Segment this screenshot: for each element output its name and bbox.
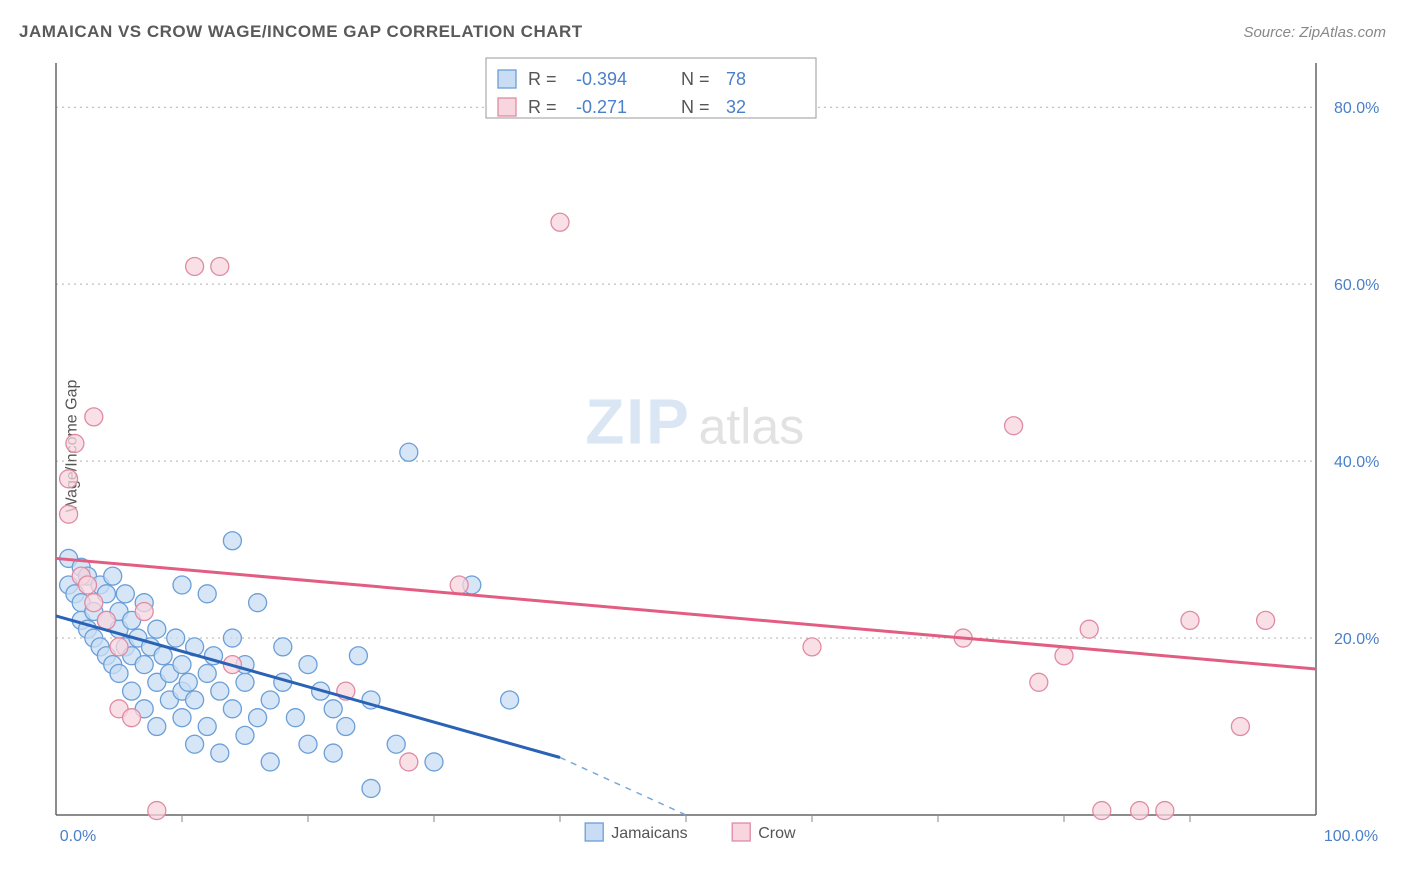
data-point — [223, 629, 241, 647]
data-point — [1156, 802, 1174, 820]
data-point — [66, 434, 84, 452]
data-point — [501, 691, 519, 709]
data-point — [79, 576, 97, 594]
correlation-n-value: 78 — [726, 69, 746, 89]
data-point — [551, 213, 569, 231]
data-point — [1005, 417, 1023, 435]
data-point — [1131, 802, 1149, 820]
data-point — [85, 594, 103, 612]
scatter-chart: 20.0% 40.0% 60.0% 80.0% ZIPatlas R = -0.394 N =… — [46, 55, 1386, 845]
data-point — [1181, 611, 1199, 629]
data-point — [167, 629, 185, 647]
data-point — [97, 611, 115, 629]
data-point — [198, 585, 216, 603]
data-point — [337, 718, 355, 736]
data-point — [1055, 647, 1073, 665]
data-point — [198, 718, 216, 736]
data-point — [123, 709, 141, 727]
watermark-icon: atlas — [699, 398, 805, 454]
y-tick-label: 20.0% — [1334, 631, 1379, 648]
correlation-r-value: -0.394 — [576, 69, 627, 89]
data-point — [236, 726, 254, 744]
data-point — [110, 638, 128, 656]
data-point — [116, 585, 134, 603]
data-point — [387, 735, 405, 753]
data-point — [154, 647, 172, 665]
data-point — [223, 700, 241, 718]
data-point — [148, 620, 166, 638]
trend-line-jamaicans-dashed — [560, 757, 686, 815]
data-point — [211, 682, 229, 700]
data-point — [362, 779, 380, 797]
chart-title: JAMAICAN VS CROW WAGE/INCOME GAP CORRELA… — [19, 22, 583, 42]
data-point — [299, 656, 317, 674]
data-point — [261, 691, 279, 709]
data-point — [148, 718, 166, 736]
chart-area: 20.0% 40.0% 60.0% 80.0% ZIPatlas R = -0.394 N =… — [46, 55, 1386, 845]
data-point — [274, 638, 292, 656]
data-point — [400, 753, 418, 771]
data-point — [173, 709, 191, 727]
data-point — [135, 603, 153, 621]
data-point — [104, 567, 122, 585]
legend-swatch — [498, 70, 516, 88]
data-point — [60, 470, 78, 488]
data-point — [179, 673, 197, 691]
data-point — [173, 656, 191, 674]
x-tick-label: 100.0% — [1324, 828, 1378, 845]
data-point — [148, 802, 166, 820]
legend-swatch — [585, 823, 603, 841]
data-point — [324, 744, 342, 762]
correlation-n-value: 32 — [726, 97, 746, 117]
data-point — [85, 408, 103, 426]
data-point — [261, 753, 279, 771]
watermark-icon: ZIP — [585, 385, 691, 457]
data-point — [324, 700, 342, 718]
legend-swatch — [498, 98, 516, 116]
trend-line-crow — [56, 558, 1316, 669]
data-point — [400, 443, 418, 461]
data-point — [1257, 611, 1275, 629]
correlation-r-label: R = — [528, 69, 557, 89]
data-point — [1080, 620, 1098, 638]
legend-label: Crow — [758, 825, 796, 842]
data-point — [425, 753, 443, 771]
data-point — [186, 735, 204, 753]
source-credit: Source: ZipAtlas.com — [1243, 24, 1386, 41]
data-point — [223, 532, 241, 550]
correlation-r-label: R = — [528, 97, 557, 117]
data-point — [135, 656, 153, 674]
data-point — [299, 735, 317, 753]
data-point — [186, 691, 204, 709]
data-point — [1093, 802, 1111, 820]
correlation-r-value: -0.271 — [576, 97, 627, 117]
data-point — [173, 576, 191, 594]
data-point — [803, 638, 821, 656]
data-point — [349, 647, 367, 665]
data-point — [236, 673, 254, 691]
data-point — [450, 576, 468, 594]
data-point — [60, 505, 78, 523]
legend-swatch — [732, 823, 750, 841]
x-tick-label: 0.0% — [60, 828, 96, 845]
data-point — [198, 664, 216, 682]
data-point — [211, 744, 229, 762]
data-point — [1231, 718, 1249, 736]
data-point — [249, 709, 267, 727]
data-point — [123, 682, 141, 700]
data-point — [286, 709, 304, 727]
correlation-n-label: N = — [681, 69, 710, 89]
data-point — [211, 257, 229, 275]
data-point — [110, 664, 128, 682]
y-tick-label: 40.0% — [1334, 454, 1379, 471]
data-point — [186, 257, 204, 275]
legend-label: Jamaicans — [611, 825, 687, 842]
correlation-n-label: N = — [681, 97, 710, 117]
data-point — [249, 594, 267, 612]
y-tick-label: 80.0% — [1334, 100, 1379, 117]
data-point — [1030, 673, 1048, 691]
y-tick-label: 60.0% — [1334, 277, 1379, 294]
